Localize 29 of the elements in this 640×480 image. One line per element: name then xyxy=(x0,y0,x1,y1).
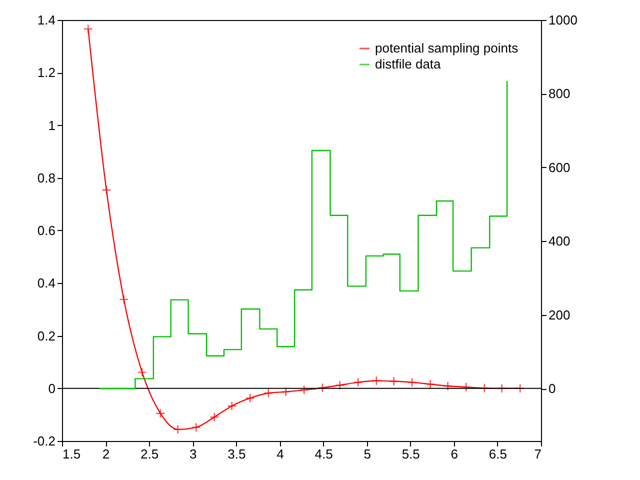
x-tick-label: 2.5 xyxy=(140,446,159,462)
x-tick-label: 5 xyxy=(364,446,371,462)
y-tick-label: 0.8 xyxy=(37,170,56,186)
x-tick-label: 4.5 xyxy=(314,446,333,462)
y2-tick-label: 400 xyxy=(548,234,570,249)
y-tick-label: 1 xyxy=(48,118,56,133)
x-tick-label: 2 xyxy=(102,446,110,462)
y2-tick-label: 800 xyxy=(548,86,570,102)
y-tick-label: 0.2 xyxy=(37,328,56,344)
x-tick-label: 3 xyxy=(190,446,197,462)
x-tick-label: 5.5 xyxy=(402,446,420,462)
x-tick-label: 6 xyxy=(450,446,458,462)
y2-tick-label: 0 xyxy=(548,381,556,396)
x-tick-label: 1.5 xyxy=(62,446,81,462)
y-tick-label: 1.2 xyxy=(37,65,56,80)
legend-label: potential sampling points xyxy=(375,40,519,56)
y-tick-label: 0.6 xyxy=(37,223,56,238)
x-tick-label: 4 xyxy=(276,446,284,462)
legend-label: distfile data xyxy=(375,56,442,72)
y2-tick-label: 600 xyxy=(548,160,570,175)
y-tick-label: 1.4 xyxy=(37,12,56,28)
y-tick-label: 0.4 xyxy=(37,276,56,291)
x-tick-label: 6.5 xyxy=(488,446,507,462)
x-tick-label: 7 xyxy=(534,446,542,462)
y-tick-label: 0 xyxy=(48,380,56,396)
y-tick-label: -0.2 xyxy=(33,434,56,448)
x-tick-label: 3.5 xyxy=(228,446,246,462)
y2-tick-label: 200 xyxy=(548,307,570,322)
y2-tick-label: 1000 xyxy=(548,12,578,28)
